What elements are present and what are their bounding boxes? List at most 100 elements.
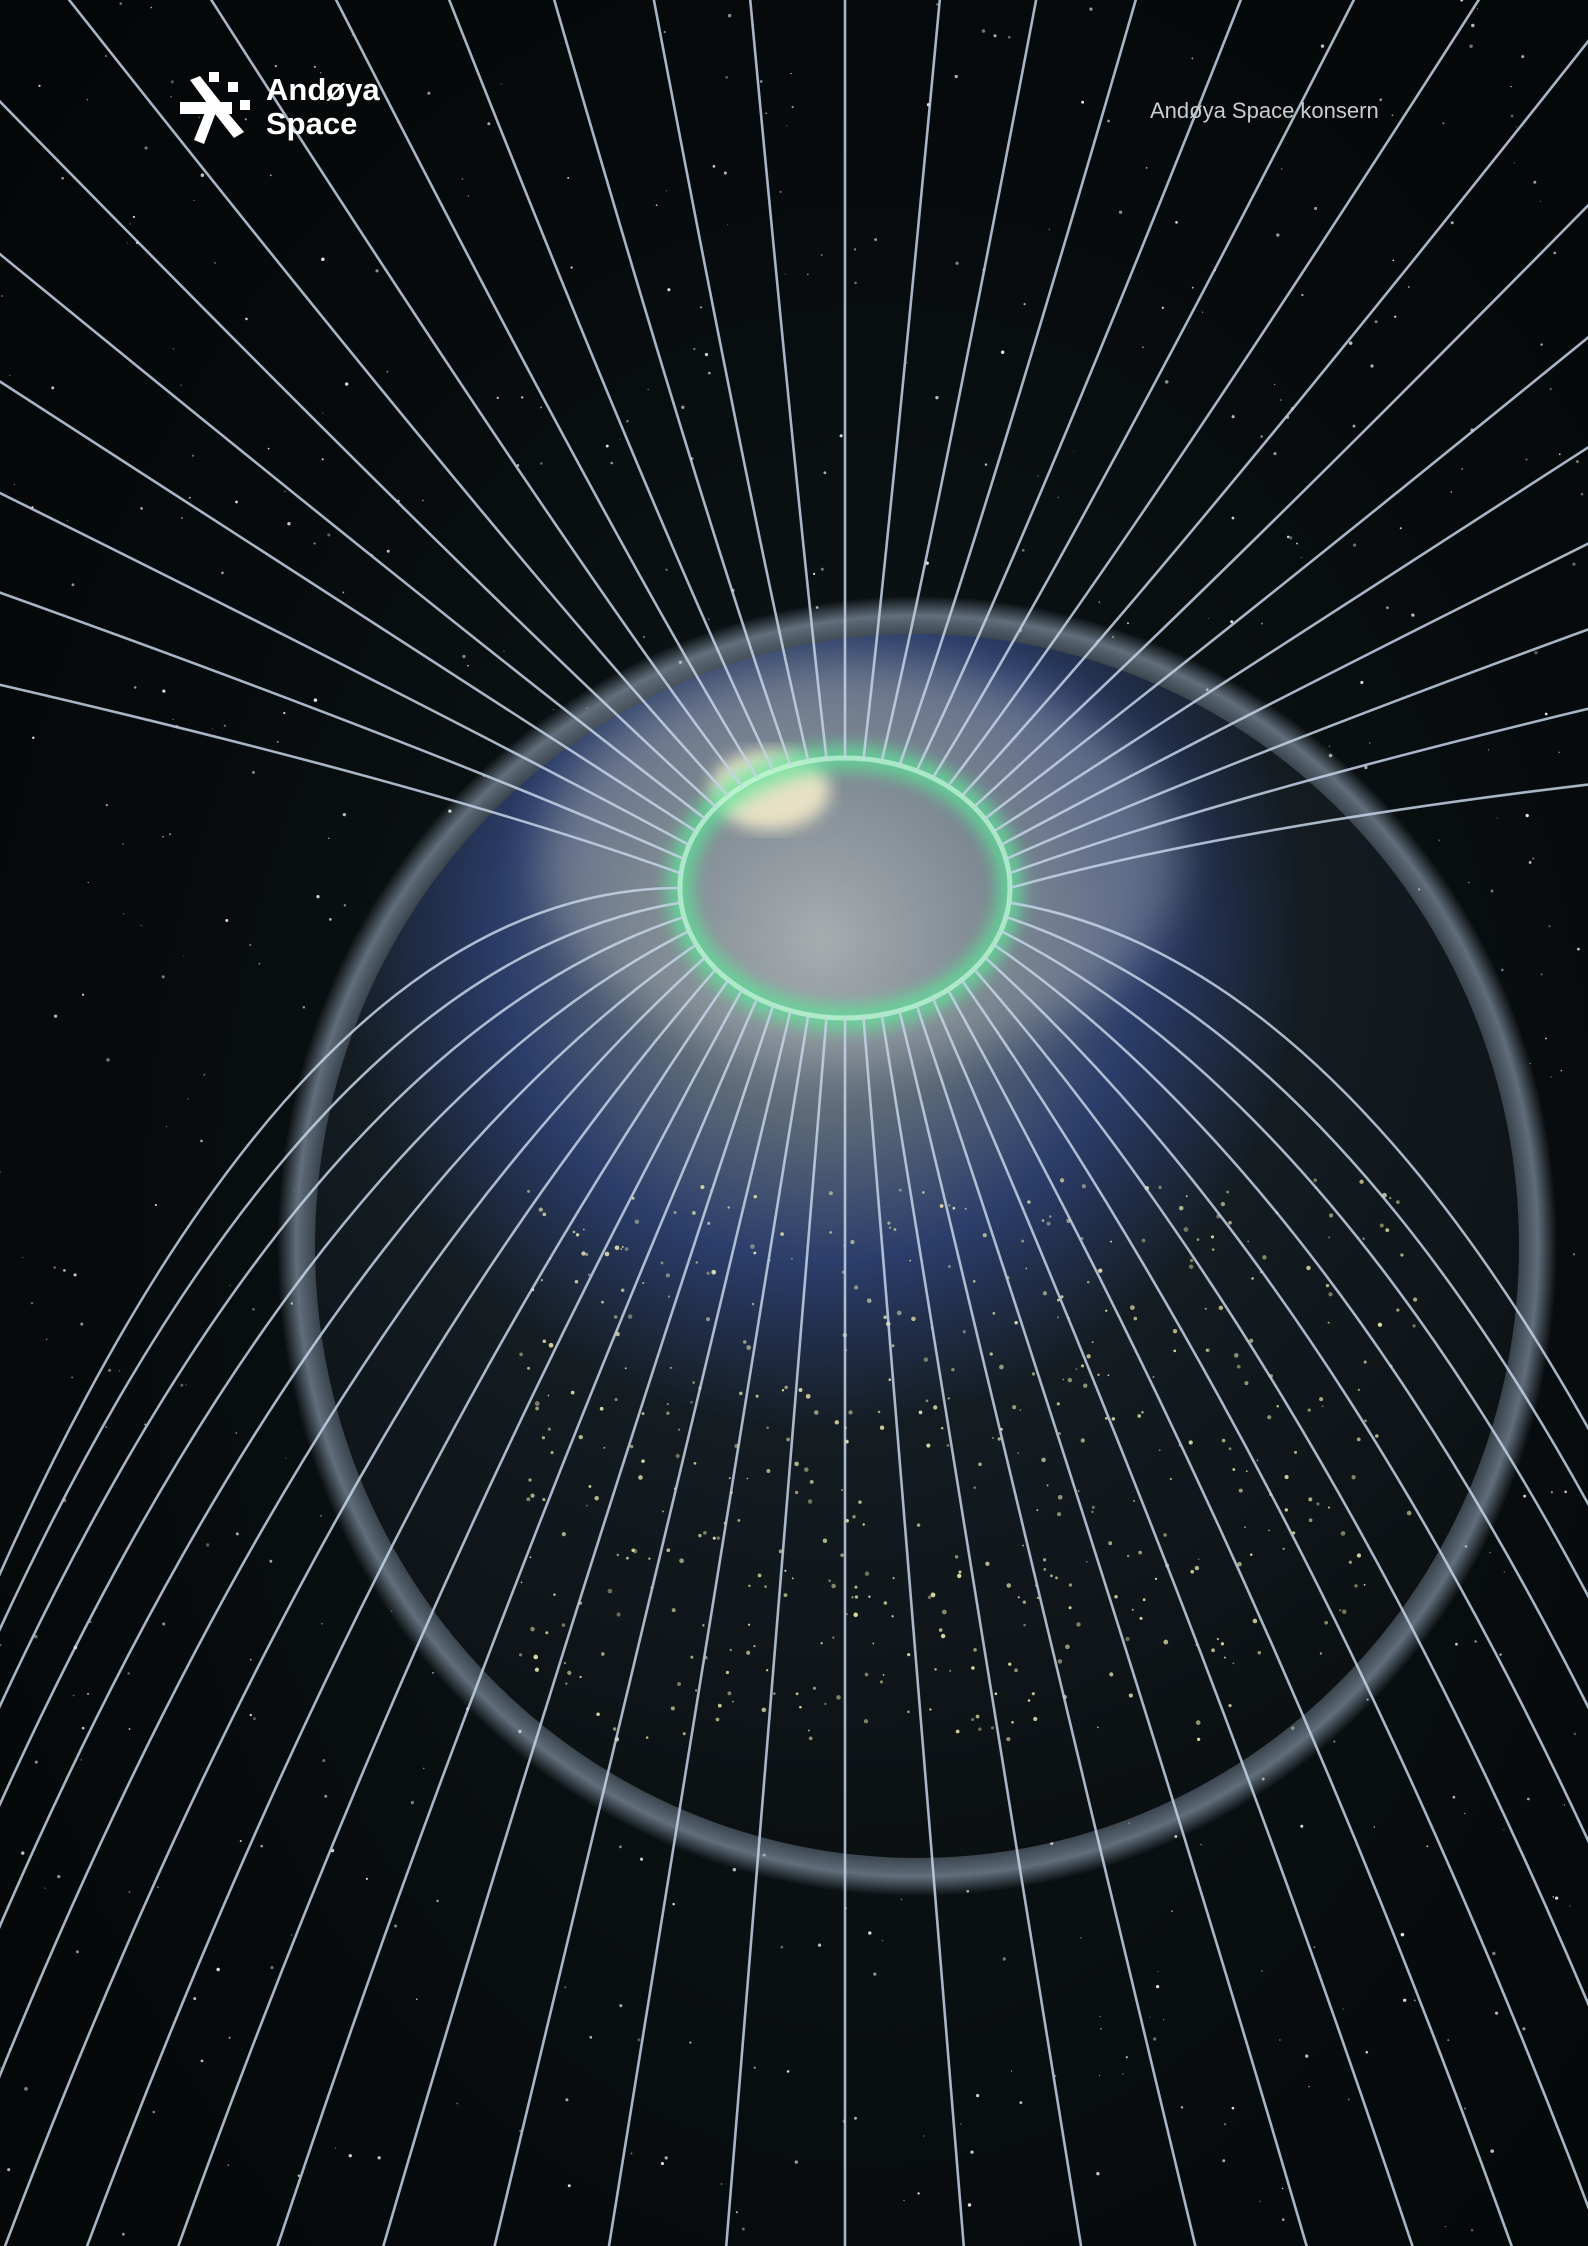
star (1496, 817, 1498, 819)
city-light (1321, 1405, 1324, 1408)
star (122, 843, 124, 845)
city-light (588, 1485, 592, 1488)
star (1098, 601, 1101, 603)
star (765, 112, 767, 114)
city-light (1033, 1716, 1038, 1722)
city-light (729, 1648, 732, 1652)
star (71, 1376, 73, 1379)
star (567, 2184, 571, 2188)
star (1118, 210, 1123, 214)
city-light (1307, 1408, 1311, 1412)
star (881, 1939, 884, 1942)
city-light (1057, 1659, 1063, 1664)
star (1301, 293, 1304, 297)
star (105, 1425, 108, 1429)
city-light (561, 1623, 566, 1627)
star (496, 396, 499, 400)
city-light (1237, 1561, 1242, 1567)
star (324, 1794, 328, 1798)
city-light (1325, 1283, 1330, 1288)
logo-bar (190, 76, 222, 110)
star (258, 962, 261, 965)
star (1577, 947, 1580, 951)
city-light (1221, 1438, 1226, 1443)
star (140, 507, 143, 510)
star (1492, 1951, 1496, 1956)
star (903, 2199, 905, 2201)
star (1444, 2226, 1446, 2228)
city-light (795, 1490, 799, 1495)
field-line (748, 0, 828, 759)
field-line (209, 0, 744, 788)
star (235, 1532, 239, 1536)
star (868, 1931, 872, 1935)
city-light (954, 1555, 959, 1559)
field-line (1005, 628, 1588, 861)
city-light (1339, 1609, 1342, 1612)
star (248, 943, 252, 947)
star (119, 2, 123, 5)
city-light (1133, 1316, 1138, 1321)
field-line (447, 0, 775, 772)
city-light (978, 1727, 982, 1731)
city-light (891, 1615, 894, 1618)
star (1525, 458, 1528, 461)
city-light (641, 1412, 645, 1416)
city-light (1017, 1452, 1020, 1454)
city-light (1406, 1510, 1412, 1516)
star (1474, 1640, 1477, 1643)
field-line (3, 968, 717, 2246)
star (1279, 2039, 1281, 2041)
star (807, 273, 809, 276)
star (1386, 606, 1389, 610)
city-light (1025, 1267, 1028, 1270)
star (269, 1559, 273, 1563)
city-light (934, 1668, 937, 1671)
city-light (666, 1548, 671, 1553)
star (1179, 117, 1181, 119)
city-light (992, 1437, 994, 1439)
star (1280, 399, 1282, 401)
city-light (1216, 1637, 1220, 1641)
star (1164, 380, 1169, 384)
city-light (1031, 1372, 1036, 1376)
city-light (677, 1428, 681, 1431)
star (1413, 1999, 1416, 2002)
city-light (971, 1717, 975, 1722)
star (45, 1338, 48, 1341)
city-light (1068, 1583, 1073, 1587)
city-light (805, 1393, 811, 1399)
city-light (820, 1642, 823, 1645)
star (71, 583, 75, 587)
star (214, 261, 217, 264)
city-light (807, 1499, 813, 1504)
city-light (567, 1670, 572, 1676)
city-light (1076, 1622, 1081, 1627)
city-light (1363, 1360, 1367, 1364)
city-light (675, 1453, 680, 1459)
city-light (755, 1394, 759, 1398)
city-light (854, 1285, 859, 1290)
city-light (1022, 1600, 1027, 1604)
star (681, 405, 685, 410)
star (422, 1767, 425, 1770)
logo-icon (180, 72, 250, 144)
star (432, 1671, 434, 1674)
star (244, 118, 247, 121)
city-light (1062, 1378, 1065, 1381)
star (415, 1998, 418, 2001)
star (1260, 435, 1263, 438)
star (34, 1634, 38, 1639)
city-light (1232, 1662, 1235, 1665)
field-line (1008, 707, 1588, 875)
star (191, 454, 195, 457)
star (0, 2067, 1, 2069)
city-light (1027, 1699, 1031, 1702)
city-light (1249, 1338, 1254, 1343)
field-line (1000, 929, 1588, 1599)
city-light (938, 1628, 943, 1632)
city-light (958, 1570, 962, 1574)
city-light (1308, 1497, 1313, 1502)
star (643, 635, 646, 638)
